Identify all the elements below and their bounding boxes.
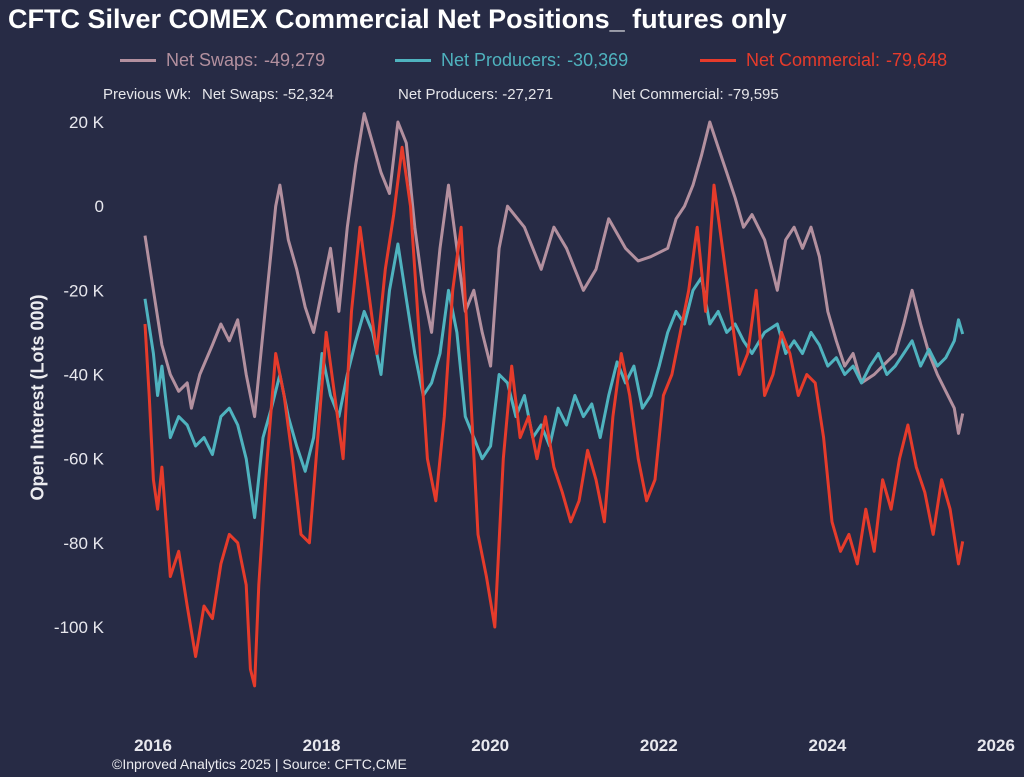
previous-week-net-commercial: Net Commercial: -79,595 <box>612 86 779 103</box>
legend-value-net-swaps: -49,279 <box>264 50 326 70</box>
x-tick-label: 2020 <box>471 736 509 755</box>
legend-label-net-commercial: Net Commercial: <box>746 50 881 70</box>
legend-label-net-swaps: Net Swaps: <box>166 50 259 70</box>
y-tick-label: 20 K <box>69 113 105 132</box>
x-tick-label: 2016 <box>134 736 172 755</box>
y-tick-label: -80 K <box>63 534 104 553</box>
legend-label-net-producers: Net Producers: <box>441 50 562 70</box>
legend-swatch-net-swaps <box>120 59 156 62</box>
legend-item-net-swaps[interactable]: Net Swaps: -49,279 <box>120 50 325 71</box>
previous-week-net-producers: Net Producers: -27,271 <box>398 86 554 103</box>
legend-value-net-commercial: -79,648 <box>886 50 948 70</box>
x-tick-label: 2026 <box>977 736 1015 755</box>
previous-week-net-swaps: Net Swaps: -52,324 <box>202 86 334 103</box>
footer-credit: ©Inproved Analytics 2025 | Source: CFTC,… <box>112 756 407 772</box>
y-tick-label: -100 K <box>54 618 105 637</box>
series-line-net-swaps[interactable] <box>143 112 965 435</box>
legend-item-net-producers[interactable]: Net Producers: -30,369 <box>395 50 628 71</box>
chart-title: CFTC Silver COMEX Commercial Net Positio… <box>8 4 787 34</box>
y-tick-label: -60 K <box>63 450 104 469</box>
y-tick-label: 0 <box>95 197 104 216</box>
legend-swatch-net-commercial <box>700 59 736 62</box>
legend-swatch-net-producers <box>395 59 431 62</box>
previous-week-prefix: Previous Wk: <box>103 86 192 103</box>
x-tick-label: 2018 <box>303 736 341 755</box>
x-tick-label: 2024 <box>808 736 846 755</box>
x-tick-label: 2022 <box>640 736 678 755</box>
chart-legend: Net Swaps: -49,279 Net Producers: -30,36… <box>0 50 1024 80</box>
y-tick-label: -40 K <box>63 366 104 385</box>
y-tick-label: -20 K <box>63 281 104 300</box>
legend-value-net-producers: -30,369 <box>567 50 629 70</box>
legend-item-net-commercial[interactable]: Net Commercial: -79,648 <box>700 50 947 71</box>
series-line-net-commercial[interactable] <box>143 145 965 688</box>
